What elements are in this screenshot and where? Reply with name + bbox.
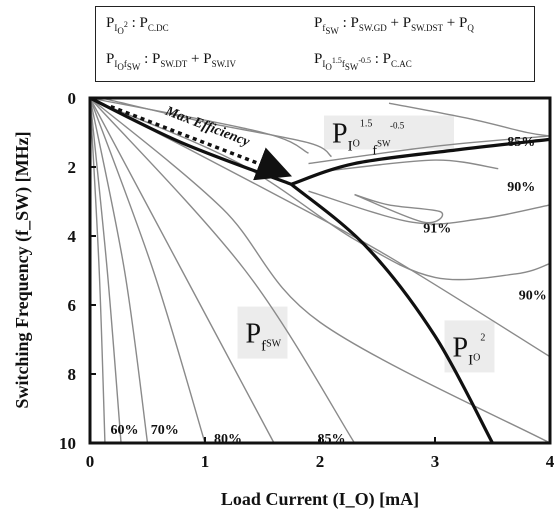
efficiency-contour-line	[89, 97, 206, 444]
efficiency-contour-line	[89, 97, 106, 444]
x-tick-label: 1	[201, 452, 210, 471]
region-boundary-line	[290, 183, 494, 444]
y-tick-label: 6	[68, 296, 77, 315]
efficiency-label: 90%	[507, 180, 535, 195]
x-tick-label: 3	[431, 452, 440, 471]
y-axis-title: Switching Frequency (f_SW) [MHz]	[12, 131, 33, 408]
efficiency-contour-line	[89, 97, 122, 444]
region-boundary-line	[290, 137, 551, 186]
efficiency-label: 91%	[423, 221, 451, 236]
efficiency-contour-line	[89, 97, 149, 444]
efficiency-label: 80%	[214, 432, 242, 447]
efficiency-label: 85%	[318, 432, 346, 447]
legend-row2-left: PIOfSW : PSW.DT + PSW.IV	[106, 51, 237, 72]
efficiency-contour-line	[89, 97, 356, 444]
y-tick-label: 8	[68, 365, 77, 384]
y-tick-label: 10	[59, 434, 76, 453]
region-label-background	[237, 306, 288, 359]
efficiency-contour-line	[89, 97, 275, 444]
region-label: PfSW	[246, 319, 282, 355]
efficiency-contour-line	[308, 135, 551, 165]
region-label: PIO2	[453, 332, 486, 368]
efficiency-label: 85%	[507, 135, 535, 150]
efficiency-label: 90%	[519, 289, 547, 304]
efficiency-contour-line	[331, 159, 499, 172]
efficiency-contour-line	[354, 193, 444, 224]
y-tick-label: 0	[68, 89, 77, 108]
legend-row1-left: PIO2 : PC.DC	[106, 15, 169, 36]
region-label: PIO1.5fSW-0.5	[332, 119, 405, 159]
y-tick-label: 4	[68, 227, 77, 246]
legend-row1-right: PfSW : PSW.GD + PSW.DST + PQ	[314, 15, 474, 36]
efficiency-label: 70%	[151, 423, 179, 438]
x-tick-label: 2	[316, 452, 325, 471]
efficiency-contour-line	[101, 97, 332, 158]
plot-frame	[88, 96, 552, 445]
legend-row2-right: PIO1.5fSW-0.5 : PC.AC	[314, 51, 412, 72]
x-axis-title: Load Current (I_O) [mA]	[221, 489, 419, 510]
x-tick-label: 0	[86, 452, 95, 471]
legend-box: PIO2 : PC.DC PfSW : PSW.GD + PSW.DST + P…	[95, 6, 535, 82]
efficiency-contour-line	[308, 190, 551, 225]
region-label-background	[324, 115, 454, 150]
efficiency-label: 60%	[111, 423, 139, 438]
y-tick-label: 2	[68, 158, 77, 177]
efficiency-contour-line	[89, 97, 309, 154]
efficiency-contour-line	[388, 102, 551, 137]
x-tick-label: 4	[546, 452, 555, 471]
efficiency-contour-line	[89, 97, 551, 444]
